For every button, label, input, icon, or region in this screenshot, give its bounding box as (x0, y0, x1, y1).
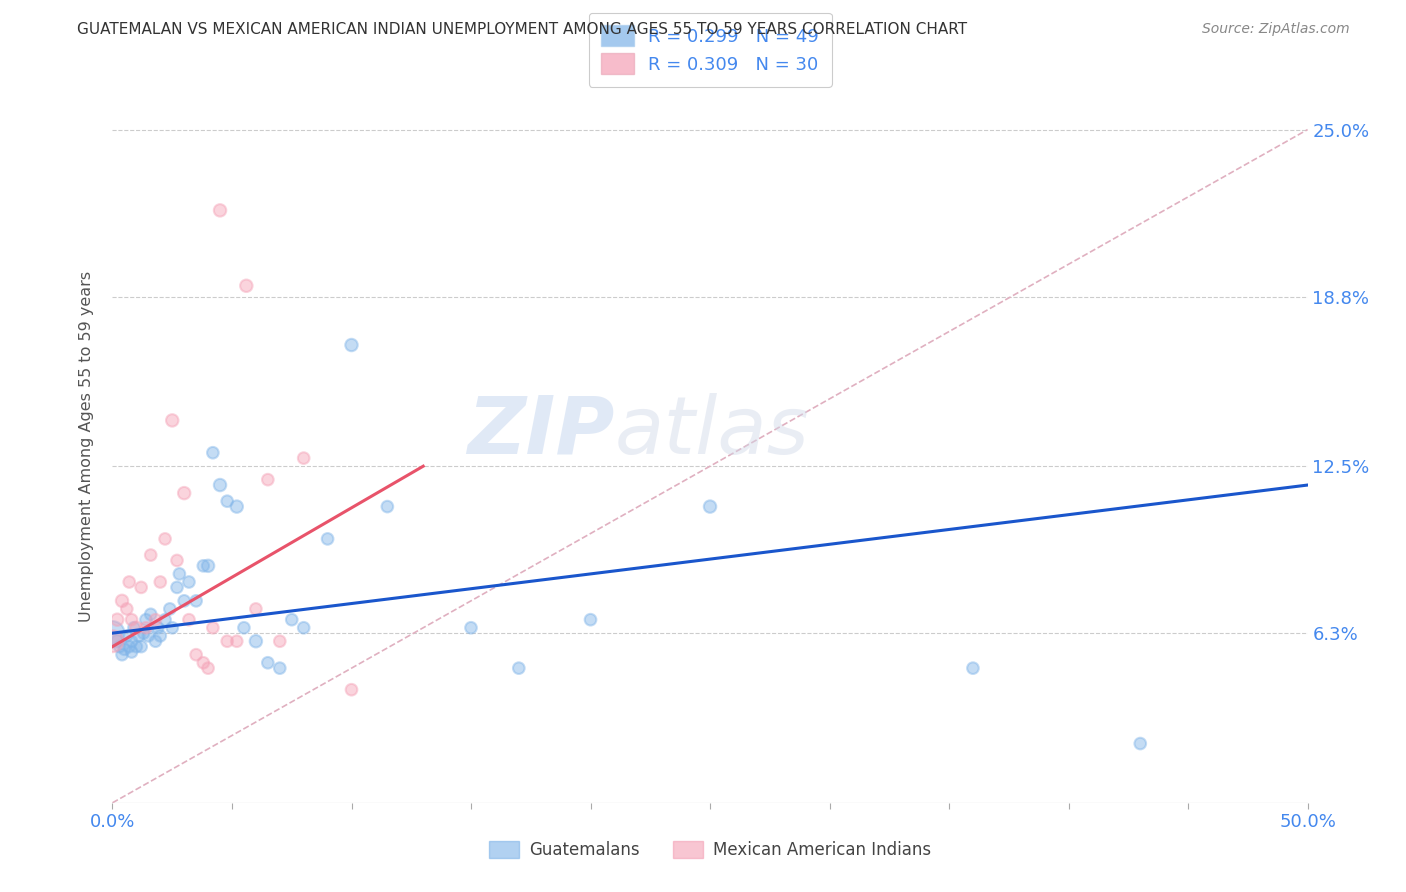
Point (225, 634, 247, 648)
Point (177, 574, 200, 589)
Point (257, 656, 280, 670)
Point (129, 580, 152, 594)
Point (139, 607, 162, 622)
Point (146, 621, 169, 635)
Point (186, 648, 208, 662)
Point (1129, 737, 1152, 751)
Point (579, 613, 602, 627)
Point (153, 532, 176, 546)
Point (209, 203, 232, 218)
Point (316, 532, 339, 546)
Point (125, 621, 148, 635)
Point (340, 338, 363, 352)
Point (166, 580, 188, 594)
Point (197, 558, 219, 573)
Point (292, 621, 315, 635)
Point (149, 629, 172, 643)
Point (225, 500, 247, 514)
Text: GUATEMALAN VS MEXICAN AMERICAN INDIAN UNEMPLOYMENT AMONG AGES 55 TO 59 YEARS COR: GUATEMALAN VS MEXICAN AMERICAN INDIAN UN… (77, 22, 967, 37)
Point (699, 500, 721, 514)
Point (114, 642, 135, 657)
Point (340, 682, 363, 697)
Point (111, 594, 134, 608)
Point (169, 566, 191, 581)
Point (173, 594, 195, 608)
Point (139, 548, 162, 562)
Point (145, 634, 167, 648)
Point (105, 634, 128, 648)
Point (122, 621, 145, 635)
Point (245, 634, 267, 648)
Point (235, 278, 257, 293)
Point (121, 613, 143, 627)
Point (292, 451, 315, 466)
Legend: Guatemalans, Mexican American Indians: Guatemalans, Mexican American Indians (482, 834, 938, 866)
Point (201, 446, 224, 460)
Y-axis label: Unemployment Among Ages 55 to 59 years: Unemployment Among Ages 55 to 59 years (79, 270, 94, 622)
Point (135, 621, 157, 635)
Point (233, 621, 256, 635)
Point (193, 558, 215, 573)
Point (101, 634, 124, 648)
Point (101, 626, 124, 640)
Point (197, 661, 219, 675)
Point (135, 613, 157, 627)
Point (128, 629, 150, 643)
Point (162, 413, 183, 427)
Point (153, 613, 176, 627)
Point (129, 640, 152, 654)
Point (257, 473, 280, 487)
Point (269, 634, 291, 648)
Point (186, 594, 208, 608)
Point (281, 613, 304, 627)
Point (149, 574, 172, 589)
Point (125, 640, 148, 654)
Point (209, 478, 232, 492)
Point (115, 629, 138, 643)
Text: atlas: atlas (614, 392, 810, 471)
Point (377, 500, 399, 514)
Text: ZIP: ZIP (467, 392, 614, 471)
Point (159, 602, 181, 616)
Point (111, 648, 134, 662)
Point (118, 574, 141, 589)
Point (201, 621, 224, 635)
Point (460, 621, 482, 635)
Point (173, 486, 195, 500)
Point (138, 629, 160, 643)
Text: Source: ZipAtlas.com: Source: ZipAtlas.com (1202, 22, 1350, 37)
Point (118, 640, 141, 654)
Point (193, 656, 215, 670)
Point (105, 613, 128, 627)
Point (121, 634, 143, 648)
Point (115, 602, 138, 616)
Point (162, 621, 183, 635)
Point (508, 661, 530, 675)
Point (121, 645, 143, 659)
Point (245, 602, 267, 616)
Point (962, 661, 984, 675)
Point (166, 553, 188, 567)
Point (177, 613, 200, 627)
Point (145, 613, 167, 627)
Point (269, 661, 291, 675)
Point (217, 634, 239, 648)
Point (217, 494, 239, 508)
Point (132, 626, 155, 640)
Point (108, 640, 131, 654)
